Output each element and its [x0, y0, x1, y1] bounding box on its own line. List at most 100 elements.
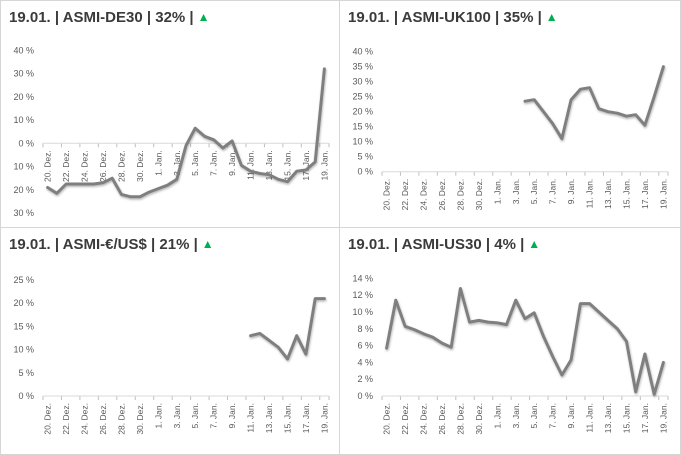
svg-text:26. Dez.: 26. Dez. [437, 179, 447, 211]
svg-text:24. Dez.: 24. Dez. [80, 403, 90, 435]
svg-text:20. Dez.: 20. Dez. [43, 403, 53, 435]
svg-text:20 %: 20 % [352, 107, 373, 117]
svg-text:17. Jan.: 17. Jan. [640, 179, 650, 209]
chart-panel-asmi-uk100: 19.01. | ASMI-UK100 | 35% | ▲ 40 % 35 % 30 … [340, 1, 680, 228]
svg-text:3. Jan.: 3. Jan. [172, 403, 182, 429]
svg-text:20. Dez.: 20. Dez. [382, 403, 392, 435]
svg-text:5. Jan.: 5. Jan. [190, 150, 200, 176]
svg-text:9. Jan.: 9. Jan. [566, 403, 576, 429]
line-chart-asmi-uk100: 40 % 35 % 30 % 25 % 20 % 15 % 10 % 5 % 0 % 20. De… [352, 47, 669, 211]
svg-text:40 %: 40 % [352, 47, 373, 57]
svg-text:13. Jan.: 13. Jan. [264, 403, 274, 433]
svg-text:20. Dez.: 20. Dez. [382, 179, 392, 211]
svg-text:20 %: 20 % [13, 298, 34, 308]
svg-text:10 %: 10 % [352, 307, 373, 317]
svg-text:25 %: 25 % [13, 275, 34, 285]
line-chart-asmi-us30: 14 % 12 % 10 % 8 % 6 % 4 % 2 % 0 % 20. Dez. 22. D… [352, 273, 669, 435]
svg-text:9. Jan.: 9. Jan. [227, 150, 237, 176]
svg-text:15 %: 15 % [352, 122, 373, 132]
svg-text:10 %: 10 % [13, 345, 34, 355]
svg-text:19. Jan.: 19. Jan. [319, 403, 329, 433]
svg-text:15 %: 15 % [13, 321, 34, 331]
svg-text:30. Dez.: 30. Dez. [474, 179, 484, 211]
svg-text:13. Jan.: 13. Jan. [264, 150, 274, 180]
line-chart-asmi-de30: 40 % 30 % 20 % 10 % 0 % 10 % 20 % 30 % 20. Dez. 2… [13, 45, 330, 218]
svg-text:26. Dez.: 26. Dez. [98, 403, 108, 435]
svg-text:15. Jan.: 15. Jan. [621, 179, 631, 209]
svg-text:11. Jan.: 11. Jan. [585, 403, 595, 433]
svg-text:40 %: 40 % [13, 45, 34, 55]
svg-text:20 %: 20 % [13, 185, 34, 195]
svg-text:1. Jan.: 1. Jan. [153, 150, 163, 176]
svg-text:3. Jan.: 3. Jan. [511, 179, 521, 205]
svg-text:30 %: 30 % [352, 77, 373, 87]
svg-text:26. Dez.: 26. Dez. [98, 150, 108, 182]
svg-text:20. Dez.: 20. Dez. [43, 150, 53, 182]
svg-text:1. Jan.: 1. Jan. [153, 403, 163, 429]
svg-text:9. Jan.: 9. Jan. [227, 403, 237, 429]
svg-text:14 %: 14 % [352, 273, 373, 283]
svg-text:20 %: 20 % [13, 92, 34, 102]
svg-text:4 %: 4 % [357, 357, 373, 367]
svg-text:12 %: 12 % [352, 290, 373, 300]
svg-text:10 %: 10 % [13, 162, 34, 172]
chart-panel-asmi-us30: 19.01. | ASMI-US30 | 4% | ▲ 14 % 12 % 10 % 8… [340, 228, 680, 454]
svg-text:15. Jan.: 15. Jan. [282, 150, 292, 180]
svg-text:11. Jan.: 11. Jan. [585, 179, 595, 209]
svg-text:0 %: 0 % [18, 138, 34, 148]
svg-text:13. Jan.: 13. Jan. [603, 179, 613, 209]
trend-up-icon: ▲ [197, 10, 210, 24]
svg-text:17. Jan.: 17. Jan. [640, 403, 650, 433]
chart-title: 19.01. | ASMI-US30 | 4% | ▲ [340, 228, 680, 258]
svg-text:17. Jan.: 17. Jan. [301, 403, 311, 433]
svg-text:10 %: 10 % [352, 137, 373, 147]
svg-text:25 %: 25 % [352, 92, 373, 102]
svg-text:0 %: 0 % [18, 391, 34, 401]
svg-text:15. Jan.: 15. Jan. [282, 403, 292, 433]
svg-text:1. Jan.: 1. Jan. [492, 403, 502, 429]
svg-text:24. Dez.: 24. Dez. [419, 403, 429, 435]
svg-text:17. Jan.: 17. Jan. [301, 150, 311, 180]
svg-text:24. Dez.: 24. Dez. [419, 179, 429, 211]
svg-text:22. Dez.: 22. Dez. [61, 150, 71, 182]
chart-title-text: 19.01. | ASMI-DE30 | 32% | [9, 9, 194, 26]
svg-text:28. Dez.: 28. Dez. [116, 150, 126, 182]
svg-text:2 %: 2 % [357, 374, 373, 384]
svg-text:7. Jan.: 7. Jan. [209, 403, 219, 429]
svg-text:8 %: 8 % [357, 324, 373, 334]
svg-text:30. Dez.: 30. Dez. [135, 403, 145, 435]
svg-text:13. Jan.: 13. Jan. [603, 403, 613, 433]
trend-up-icon: ▲ [528, 237, 541, 251]
svg-text:3. Jan.: 3. Jan. [172, 150, 182, 176]
svg-text:19. Jan.: 19. Jan. [658, 179, 668, 209]
svg-text:10 %: 10 % [13, 115, 34, 125]
trend-up-icon: ▲ [201, 237, 214, 251]
svg-text:24. Dez.: 24. Dez. [80, 150, 90, 182]
svg-text:6 %: 6 % [357, 341, 373, 351]
svg-text:26. Dez.: 26. Dez. [437, 403, 447, 435]
svg-text:5 %: 5 % [357, 152, 373, 162]
svg-text:30. Dez.: 30. Dez. [135, 150, 145, 182]
line-chart-asmi-eur-usd: 25 % 20 % 15 % 10 % 5 % 0 % 20. Dez. 22. Dez. 24… [13, 275, 330, 435]
svg-text:11. Jan.: 11. Jan. [246, 403, 256, 433]
svg-text:28. Dez.: 28. Dez. [116, 403, 126, 435]
svg-text:5 %: 5 % [18, 368, 34, 378]
chart-title: 19.01. | ASMI-UK100 | 35% | ▲ [340, 1, 680, 31]
svg-text:3. Jan.: 3. Jan. [511, 403, 521, 429]
svg-text:7. Jan.: 7. Jan. [209, 150, 219, 176]
svg-text:5. Jan.: 5. Jan. [529, 403, 539, 429]
chart-panel-asmi-de30: 19.01. | ASMI-DE30 | 32% | ▲ 40 % 30 % 20 %… [1, 1, 340, 228]
svg-text:0 %: 0 % [357, 167, 373, 177]
svg-text:28. Dez.: 28. Dez. [455, 403, 465, 435]
trend-up-icon: ▲ [545, 10, 558, 24]
chart-title-text: 19.01. | ASMI-UK100 | 35% | [348, 9, 542, 26]
chart-title-text: 19.01. | ASMI-US30 | 4% | [348, 236, 525, 253]
svg-text:22. Dez.: 22. Dez. [400, 403, 410, 435]
svg-text:22. Dez.: 22. Dez. [400, 179, 410, 211]
chart-title: 19.01. | ASMI-DE30 | 32% | ▲ [1, 1, 339, 31]
svg-text:7. Jan.: 7. Jan. [548, 403, 558, 429]
chart-title: 19.01. | ASMI-€/US$ | 21% | ▲ [1, 228, 339, 258]
svg-text:22. Dez.: 22. Dez. [61, 403, 71, 435]
svg-text:5. Jan.: 5. Jan. [529, 179, 539, 205]
